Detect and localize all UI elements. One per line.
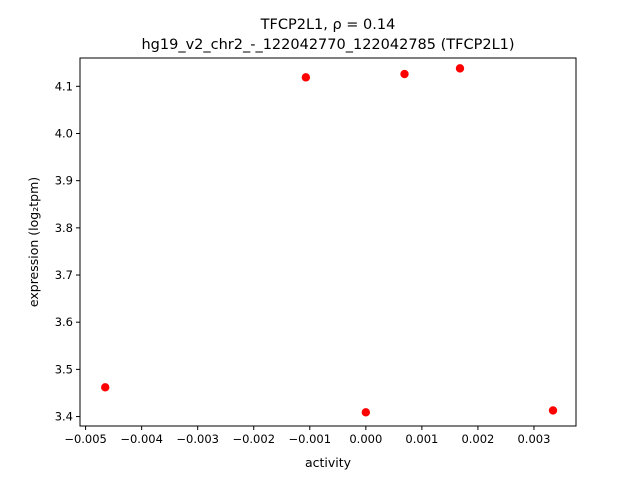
y-tick-label: 3.7 xyxy=(55,268,73,282)
x-tick-label: −0.005 xyxy=(64,432,107,446)
y-tick-label: 3.9 xyxy=(55,174,73,188)
y-axis-label: expression (log₂tpm) xyxy=(26,177,41,307)
x-tick-label: 0.002 xyxy=(461,432,494,446)
x-tick-label: −0.003 xyxy=(176,432,219,446)
x-tick-label: −0.001 xyxy=(289,432,332,446)
data-point xyxy=(455,64,465,73)
data-point xyxy=(400,69,409,79)
chart-title-line1: TFCP2L1, ρ = 0.14 xyxy=(260,17,396,33)
x-tick-label: 0.001 xyxy=(405,432,438,446)
y-tick-label: 4.1 xyxy=(55,79,73,93)
y-tick-label: 4.0 xyxy=(55,126,73,140)
data-point xyxy=(548,406,558,415)
chart-title-line2: hg19_v2_chr2_-_122042770_122042785 (TFCP… xyxy=(141,37,514,53)
data-point xyxy=(101,383,110,392)
data-points xyxy=(101,64,558,417)
x-axis-ticks: −0.005 −0.004 −0.003 −0.002 −0.001 0.000 0.001… xyxy=(64,426,550,446)
y-tick-label: 3.5 xyxy=(55,362,73,376)
plot-area: −0.005 −0.004 −0.003 −0.002 −0.001 0.000 0.001… xyxy=(55,57,577,446)
y-tick-label: 3.8 xyxy=(55,221,73,235)
data-point xyxy=(301,73,311,82)
y-tick-label: 3.6 xyxy=(55,315,73,329)
y-tick-label: 3.4 xyxy=(55,410,73,424)
y-axis-ticks: 3.4 3.5 3.6 3.7 3.8 3.9 4.0 4.1 xyxy=(55,79,80,424)
x-tick-label: 0.000 xyxy=(349,432,382,446)
x-tick-label: −0.004 xyxy=(120,432,163,446)
plot-frame xyxy=(79,57,577,427)
x-axis-label: activity xyxy=(305,455,352,470)
data-point xyxy=(361,408,371,417)
x-tick-label: 0.003 xyxy=(517,432,550,446)
x-tick-label: −0.002 xyxy=(232,432,275,446)
